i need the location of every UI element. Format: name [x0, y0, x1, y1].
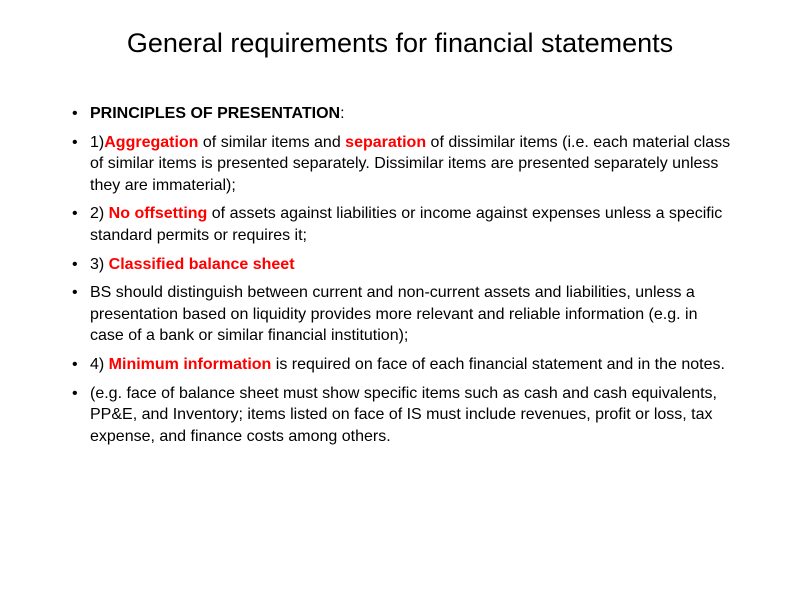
bullet-list: PRINCIPLES OF PRESENTATION: 1)Aggregatio… — [68, 103, 732, 447]
text-segment: Minimum information — [109, 356, 272, 373]
text-segment: No offsetting — [109, 205, 208, 222]
list-item: 3) Classified balance sheet — [68, 254, 732, 276]
text-segment: 4) — [90, 356, 109, 373]
text-segment: : — [340, 105, 344, 122]
list-item: 1)Aggregation of similar items and separ… — [68, 132, 732, 197]
text-segment: 1) — [90, 134, 104, 151]
text-segment: 2) — [90, 205, 109, 222]
text-segment: PRINCIPLES OF PRESENTATION — [90, 105, 340, 122]
text-segment: Aggregation — [104, 134, 198, 151]
text-segment: of similar items and — [198, 134, 345, 151]
list-item: PRINCIPLES OF PRESENTATION: — [68, 103, 732, 125]
text-segment: BS should distinguish between current an… — [90, 284, 697, 344]
text-segment: 3) — [90, 256, 109, 273]
list-item: (e.g. face of balance sheet must show sp… — [68, 383, 732, 448]
slide-title: General requirements for financial state… — [68, 28, 732, 59]
text-segment: (e.g. face of balance sheet must show sp… — [90, 385, 717, 445]
text-segment: is required on face of each financial st… — [271, 356, 725, 373]
list-item: 4) Minimum information is required on fa… — [68, 354, 732, 376]
list-item: BS should distinguish between current an… — [68, 282, 732, 347]
list-item: 2) No offsetting of assets against liabi… — [68, 203, 732, 246]
text-segment: separation — [345, 134, 426, 151]
text-segment: Classified balance sheet — [109, 256, 295, 273]
